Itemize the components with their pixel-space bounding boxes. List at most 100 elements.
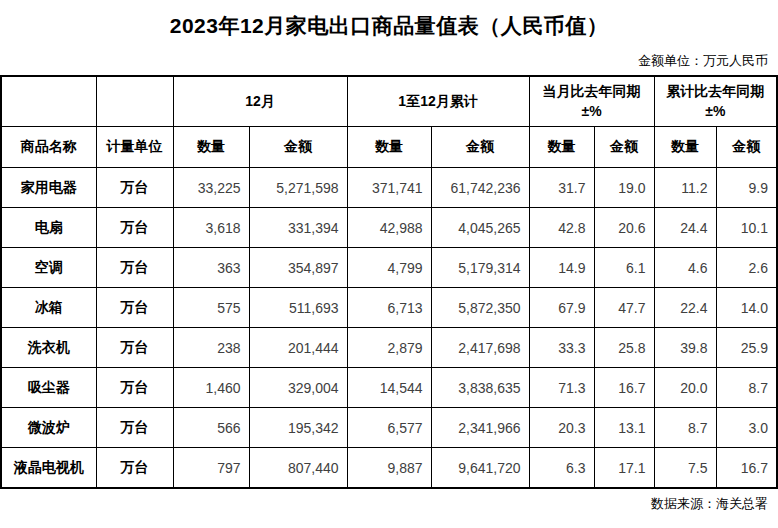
group-header-row: 12月 1至12月累计 当月比去年同期 ±% 累计比去年同期 ±% bbox=[1, 76, 777, 127]
table-row-lcd-tv: 液晶电视机 万台 797 807,440 9,887 9,641,720 6.3… bbox=[1, 448, 777, 489]
product-name: 空调 bbox=[1, 248, 96, 288]
table-row-electric-fan: 电扇 万台 3,618 331,394 42,988 4,045,265 42.… bbox=[1, 208, 777, 248]
unit-cell: 万台 bbox=[96, 448, 173, 489]
value-cell: 238 bbox=[173, 328, 249, 368]
value-cell: 20.6 bbox=[594, 208, 654, 248]
value-cell: 42.8 bbox=[529, 208, 594, 248]
value-cell: 16.7 bbox=[594, 368, 654, 408]
value-cell: 4,045,265 bbox=[431, 208, 529, 248]
value-cell: 2,879 bbox=[347, 328, 431, 368]
value-cell: 17.1 bbox=[594, 448, 654, 489]
value-cell: 25.8 bbox=[594, 328, 654, 368]
product-name: 液晶电视机 bbox=[1, 448, 96, 489]
unit-cell: 万台 bbox=[96, 168, 173, 208]
value-cell: 6,713 bbox=[347, 288, 431, 328]
product-name: 微波炉 bbox=[1, 408, 96, 448]
value-cell: 575 bbox=[173, 288, 249, 328]
value-cell: 511,693 bbox=[249, 288, 347, 328]
export-data-table: 12月 1至12月累计 当月比去年同期 ±% 累计比去年同期 ±% 商品名称 计… bbox=[0, 75, 778, 489]
product-name: 冰箱 bbox=[1, 288, 96, 328]
col-header-cyoy-qty: 数量 bbox=[654, 127, 716, 168]
value-cell: 25.9 bbox=[716, 328, 777, 368]
value-cell: 3,618 bbox=[173, 208, 249, 248]
value-cell: 39.8 bbox=[654, 328, 716, 368]
report-page: 2023年12月家电出口商品量值表（人民币值） 金额单位：万元人民币 12月 1… bbox=[0, 0, 778, 528]
value-cell: 4,799 bbox=[347, 248, 431, 288]
value-cell: 14.9 bbox=[529, 248, 594, 288]
value-cell: 20.3 bbox=[529, 408, 594, 448]
value-cell: 797 bbox=[173, 448, 249, 489]
value-cell: 24.4 bbox=[654, 208, 716, 248]
unit-note: 金额单位：万元人民币 bbox=[0, 52, 778, 70]
value-cell: 1,460 bbox=[173, 368, 249, 408]
value-cell: 14,544 bbox=[347, 368, 431, 408]
col-header-cum-amt: 金额 bbox=[431, 127, 529, 168]
col-header-myoy-amt: 金额 bbox=[594, 127, 654, 168]
col-header-cyoy-amt: 金额 bbox=[716, 127, 777, 168]
table-row-vacuum-cleaner: 吸尘器 万台 1,460 329,004 14,544 3,838,635 71… bbox=[1, 368, 777, 408]
group-header-month-yoy-line1: 当月比去年同期 bbox=[531, 82, 653, 102]
col-header-dec-qty: 数量 bbox=[173, 127, 249, 168]
value-cell: 71.3 bbox=[529, 368, 594, 408]
value-cell: 2.6 bbox=[716, 248, 777, 288]
value-cell: 9,887 bbox=[347, 448, 431, 489]
product-name: 洗衣机 bbox=[1, 328, 96, 368]
value-cell: 20.0 bbox=[654, 368, 716, 408]
value-cell: 8.7 bbox=[654, 408, 716, 448]
sub-header-row: 商品名称 计量单位 数量 金额 数量 金额 数量 金额 数量 金额 bbox=[1, 127, 777, 168]
group-header-cumulative: 1至12月累计 bbox=[347, 76, 529, 127]
col-header-cum-qty: 数量 bbox=[347, 127, 431, 168]
value-cell: 354,897 bbox=[249, 248, 347, 288]
product-name: 家用电器 bbox=[1, 168, 96, 208]
value-cell: 371,741 bbox=[347, 168, 431, 208]
value-cell: 11.2 bbox=[654, 168, 716, 208]
value-cell: 13.1 bbox=[594, 408, 654, 448]
value-cell: 6.3 bbox=[529, 448, 594, 489]
value-cell: 6,577 bbox=[347, 408, 431, 448]
value-cell: 33.3 bbox=[529, 328, 594, 368]
col-header-dec-amt: 金额 bbox=[249, 127, 347, 168]
value-cell: 61,742,236 bbox=[431, 168, 529, 208]
col-header-product: 商品名称 bbox=[1, 127, 96, 168]
source-note: 数据来源：海关总署 bbox=[0, 495, 778, 513]
product-name: 电扇 bbox=[1, 208, 96, 248]
group-header-cumulative-yoy-line1: 累计比去年同期 bbox=[656, 82, 776, 102]
value-cell: 16.7 bbox=[716, 448, 777, 489]
value-cell: 19.0 bbox=[594, 168, 654, 208]
group-header-month-yoy: 当月比去年同期 ±% bbox=[529, 76, 654, 127]
group-header-cumulative-yoy: 累计比去年同期 ±% bbox=[654, 76, 777, 127]
product-name: 吸尘器 bbox=[1, 368, 96, 408]
value-cell: 2,417,698 bbox=[431, 328, 529, 368]
value-cell: 807,440 bbox=[249, 448, 347, 489]
value-cell: 47.7 bbox=[594, 288, 654, 328]
value-cell: 42,988 bbox=[347, 208, 431, 248]
empty-header-cell-unit bbox=[96, 76, 173, 127]
value-cell: 3,838,635 bbox=[431, 368, 529, 408]
value-cell: 566 bbox=[173, 408, 249, 448]
unit-cell: 万台 bbox=[96, 248, 173, 288]
col-header-unit: 计量单位 bbox=[96, 127, 173, 168]
value-cell: 22.4 bbox=[654, 288, 716, 328]
value-cell: 9.9 bbox=[716, 168, 777, 208]
value-cell: 329,004 bbox=[249, 368, 347, 408]
value-cell: 10.1 bbox=[716, 208, 777, 248]
unit-cell: 万台 bbox=[96, 368, 173, 408]
value-cell: 14.0 bbox=[716, 288, 777, 328]
value-cell: 9,641,720 bbox=[431, 448, 529, 489]
group-header-cumulative-yoy-line2: ±% bbox=[656, 102, 776, 122]
table-row-microwave-oven: 微波炉 万台 566 195,342 6,577 2,341,966 20.3 … bbox=[1, 408, 777, 448]
group-header-month-yoy-line2: ±% bbox=[531, 102, 653, 122]
empty-header-cell-product bbox=[1, 76, 96, 127]
value-cell: 5,872,350 bbox=[431, 288, 529, 328]
value-cell: 363 bbox=[173, 248, 249, 288]
table-row-refrigerator: 冰箱 万台 575 511,693 6,713 5,872,350 67.9 4… bbox=[1, 288, 777, 328]
table-row-washing-machine: 洗衣机 万台 238 201,444 2,879 2,417,698 33.3 … bbox=[1, 328, 777, 368]
unit-cell: 万台 bbox=[96, 208, 173, 248]
value-cell: 8.7 bbox=[716, 368, 777, 408]
value-cell: 5,271,598 bbox=[249, 168, 347, 208]
value-cell: 3.0 bbox=[716, 408, 777, 448]
group-header-december: 12月 bbox=[173, 76, 347, 127]
value-cell: 201,444 bbox=[249, 328, 347, 368]
value-cell: 4.6 bbox=[654, 248, 716, 288]
value-cell: 7.5 bbox=[654, 448, 716, 489]
